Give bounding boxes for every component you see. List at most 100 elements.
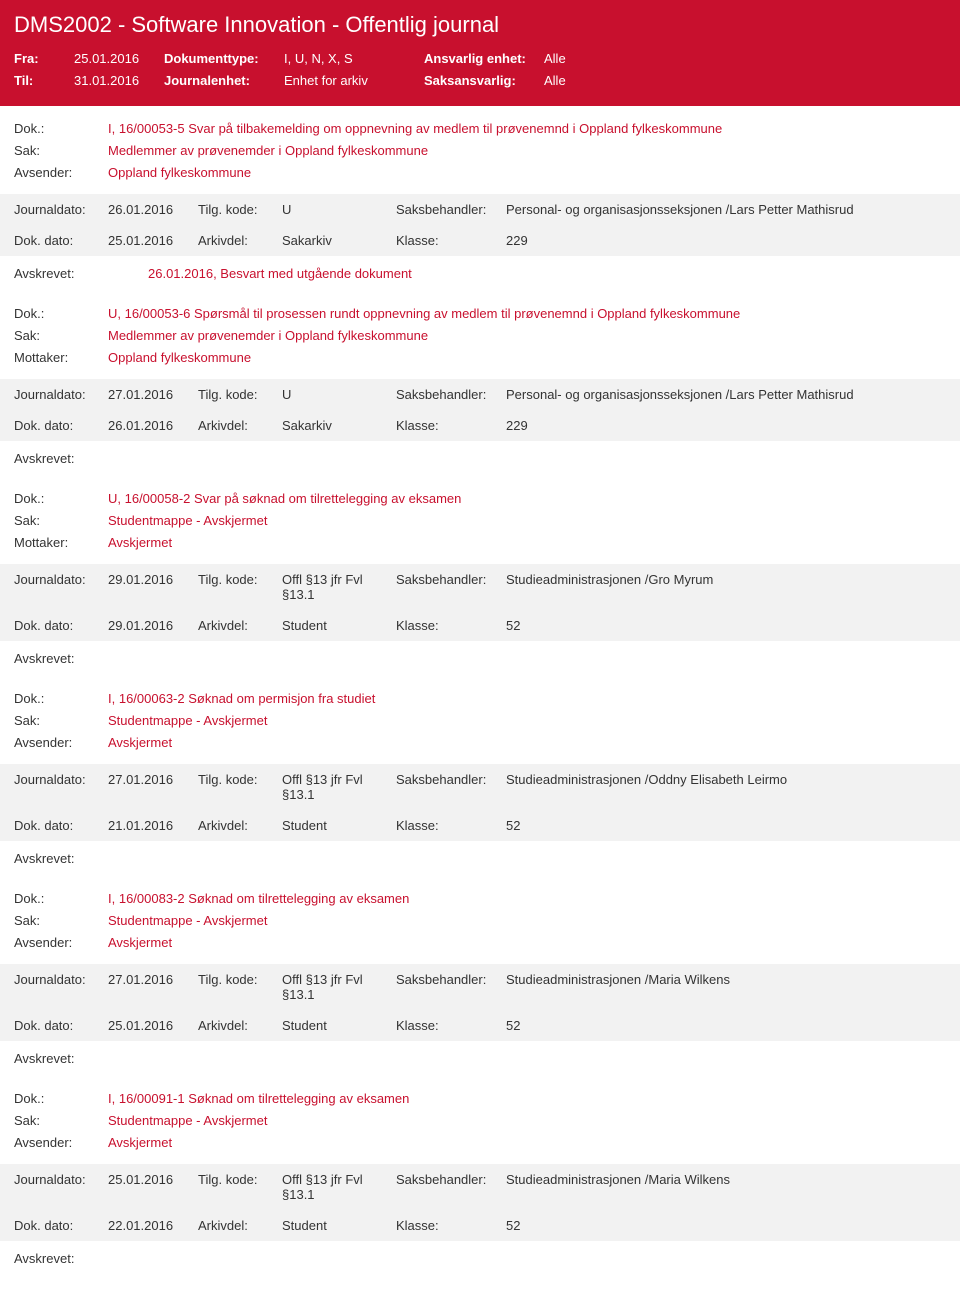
avskrevet-row: Avskrevet: (0, 441, 960, 470)
report-title: DMS2002 - Software Innovation - Offentli… (14, 12, 946, 38)
arkivdel-label: Arkivdel: (198, 1218, 282, 1233)
dokdato-row: Dok. dato:26.01.2016Arkivdel:SakarkivKla… (0, 410, 960, 441)
klasse-value: 52 (506, 818, 946, 833)
dok-row: Dok.:I, 16/00053-5 Svar på tilbakemeldin… (14, 118, 946, 140)
avskrevet-label: Avskrevet: (14, 266, 148, 281)
klasse-label: Klasse: (396, 1218, 506, 1233)
journaldato-label: Journaldato: (14, 972, 108, 987)
ansvarlig-value: Alle (544, 48, 566, 70)
klasse-label: Klasse: (396, 418, 506, 433)
journaldato-value: 29.01.2016 (108, 572, 198, 587)
party-value: Oppland fylkeskommune (108, 347, 251, 369)
dokdato-label: Dok. dato: (14, 418, 108, 433)
dokdato-label: Dok. dato: (14, 618, 108, 633)
klasse-label: Klasse: (396, 618, 506, 633)
dokdato-row: Dok. dato:25.01.2016Arkivdel:StudentKlas… (0, 1010, 960, 1041)
sak-value: Studentmappe - Avskjermet (108, 710, 267, 732)
avskrevet-row: Avskrevet: (0, 641, 960, 670)
klasse-value: 52 (506, 618, 946, 633)
party-label: Avsender: (14, 932, 108, 954)
journaldato-row: Journaldato:27.01.2016Tilg. kode:Offl §1… (0, 964, 960, 1010)
saksbehandler-value: Personal- og organisasjonsseksjonen /Lar… (506, 387, 946, 402)
dok-value: I, 16/00083-2 Søknad om tilrettelegging … (108, 888, 409, 910)
avskrevet-row: Avskrevet: (0, 1241, 960, 1270)
journal-entry: Dok.:I, 16/00063-2 Søknad om permisjon f… (0, 676, 960, 876)
klasse-value: 52 (506, 1218, 946, 1233)
party-row: Avsender:Avskjermet (14, 1132, 946, 1154)
sak-label: Sak: (14, 1110, 108, 1132)
header-row-1: Fra: 25.01.2016 Dokumenttype: I, U, N, X… (14, 48, 946, 70)
dokdato-label: Dok. dato: (14, 818, 108, 833)
tilgkode-value: U (282, 387, 396, 402)
dokdato-value: 25.01.2016 (108, 233, 198, 248)
party-row: Mottaker:Oppland fylkeskommune (14, 347, 946, 369)
avskrevet-value: 26.01.2016, Besvart med utgående dokumen… (148, 266, 412, 281)
avskrevet-label: Avskrevet: (14, 1251, 148, 1266)
journaldato-value: 25.01.2016 (108, 1172, 198, 1187)
saksansvarlig-value: Alle (544, 70, 566, 92)
dokdato-value: 29.01.2016 (108, 618, 198, 633)
dok-row: Dok.:U, 16/00053-6 Spørsmål til prosesse… (14, 303, 946, 325)
saksbehandler-value: Studieadministrasjonen /Maria Wilkens (506, 1172, 946, 1187)
sak-label: Sak: (14, 910, 108, 932)
tilgkode-value: Offl §13 jfr Fvl §13.1 (282, 1172, 396, 1202)
party-value: Oppland fylkeskommune (108, 162, 251, 184)
journaldato-row: Journaldato:27.01.2016Tilg. kode:Offl §1… (0, 764, 960, 810)
sak-row: Sak:Studentmappe - Avskjermet (14, 510, 946, 532)
journaldato-label: Journaldato: (14, 572, 108, 587)
arkivdel-value: Student (282, 1018, 396, 1033)
dokdato-value: 25.01.2016 (108, 1018, 198, 1033)
arkivdel-value: Student (282, 1218, 396, 1233)
til-label: Til: (14, 70, 74, 92)
dok-label: Dok.: (14, 303, 108, 325)
saksbehandler-value: Studieadministrasjonen /Gro Myrum (506, 572, 946, 587)
sak-row: Sak:Medlemmer av prøvenemder i Oppland f… (14, 325, 946, 347)
party-row: Avsender:Avskjermet (14, 932, 946, 954)
journaldato-value: 27.01.2016 (108, 972, 198, 987)
tilgkode-value: Offl §13 jfr Fvl §13.1 (282, 572, 396, 602)
saksbehandler-value: Personal- og organisasjonsseksjonen /Lar… (506, 202, 946, 217)
entries-list: Dok.: I, 16/00053-5 Svar på tilbakemeldin… (0, 106, 960, 1276)
dok-row: Dok.:I, 16/00083-2 Søknad om tilretteleg… (14, 888, 946, 910)
sak-row: Sak:Medlemmer av prøvenemder i Oppland f… (14, 140, 946, 162)
sak-value: Studentmappe - Avskjermet (108, 910, 267, 932)
journaldato-label: Journaldato: (14, 387, 108, 402)
dokdato-row: Dok. dato:25.01.2016Arkivdel:SakarkivKla… (0, 225, 960, 256)
saksbehandler-value: Studieadministrasjonen /Oddny Elisabeth … (506, 772, 946, 787)
dok-value: I, 16/00053-5 Svar på tilbakemelding om … (108, 118, 722, 140)
arkivdel-label: Arkivdel: (198, 418, 282, 433)
entry-meta: Dok.:I, 16/00063-2 Søknad om permisjon f… (0, 676, 960, 764)
report-header: DMS2002 - Software Innovation - Offentli… (0, 0, 960, 106)
party-value: Avskjermet (108, 532, 172, 554)
saksbehandler-label: Saksbehandler: (396, 572, 506, 587)
tilgkode-value: Offl §13 jfr Fvl §13.1 (282, 772, 396, 802)
party-label: Mottaker: (14, 532, 108, 554)
journaldato-row: Journaldato:26.01.2016Tilg. kode:USaksbe… (0, 194, 960, 225)
avskrevet-label: Avskrevet: (14, 651, 148, 666)
party-label: Avsender: (14, 1132, 108, 1154)
entry-meta: Dok.:U, 16/00053-6 Spørsmål til prosesse… (0, 291, 960, 379)
journaldato-label: Journaldato: (14, 1172, 108, 1187)
journal-entry: Dok.:I, 16/00053-5 Svar på tilbakemeldin… (0, 106, 960, 291)
tilgkode-value: U (282, 202, 396, 217)
journal-entry: Dok.:I, 16/00091-1 Søknad om tilretteleg… (0, 1076, 960, 1276)
arkivdel-label: Arkivdel: (198, 618, 282, 633)
entry-meta: Dok.:U, 16/00058-2 Svar på søknad om til… (0, 476, 960, 564)
klasse-value: 229 (506, 418, 946, 433)
tilgkode-label: Tilg. kode: (198, 202, 282, 217)
party-label: Mottaker: (14, 347, 108, 369)
arkivdel-label: Arkivdel: (198, 233, 282, 248)
party-row: Avsender:Oppland fylkeskommune (14, 162, 946, 184)
journaldato-value: 27.01.2016 (108, 772, 198, 787)
saksbehandler-value: Studieadministrasjonen /Maria Wilkens (506, 972, 946, 987)
dok-row: Dok.:I, 16/00091-1 Søknad om tilretteleg… (14, 1088, 946, 1110)
party-value: Avskjermet (108, 1132, 172, 1154)
dok-label: Dok.: (14, 888, 108, 910)
avskrevet-row: Avskrevet: (0, 841, 960, 870)
dok-row: Dok.:I, 16/00063-2 Søknad om permisjon f… (14, 688, 946, 710)
dokdato-label: Dok. dato: (14, 1018, 108, 1033)
avskrevet-label: Avskrevet: (14, 451, 148, 466)
klasse-value: 229 (506, 233, 946, 248)
arkivdel-label: Arkivdel: (198, 818, 282, 833)
dok-label: Dok.: (14, 488, 108, 510)
